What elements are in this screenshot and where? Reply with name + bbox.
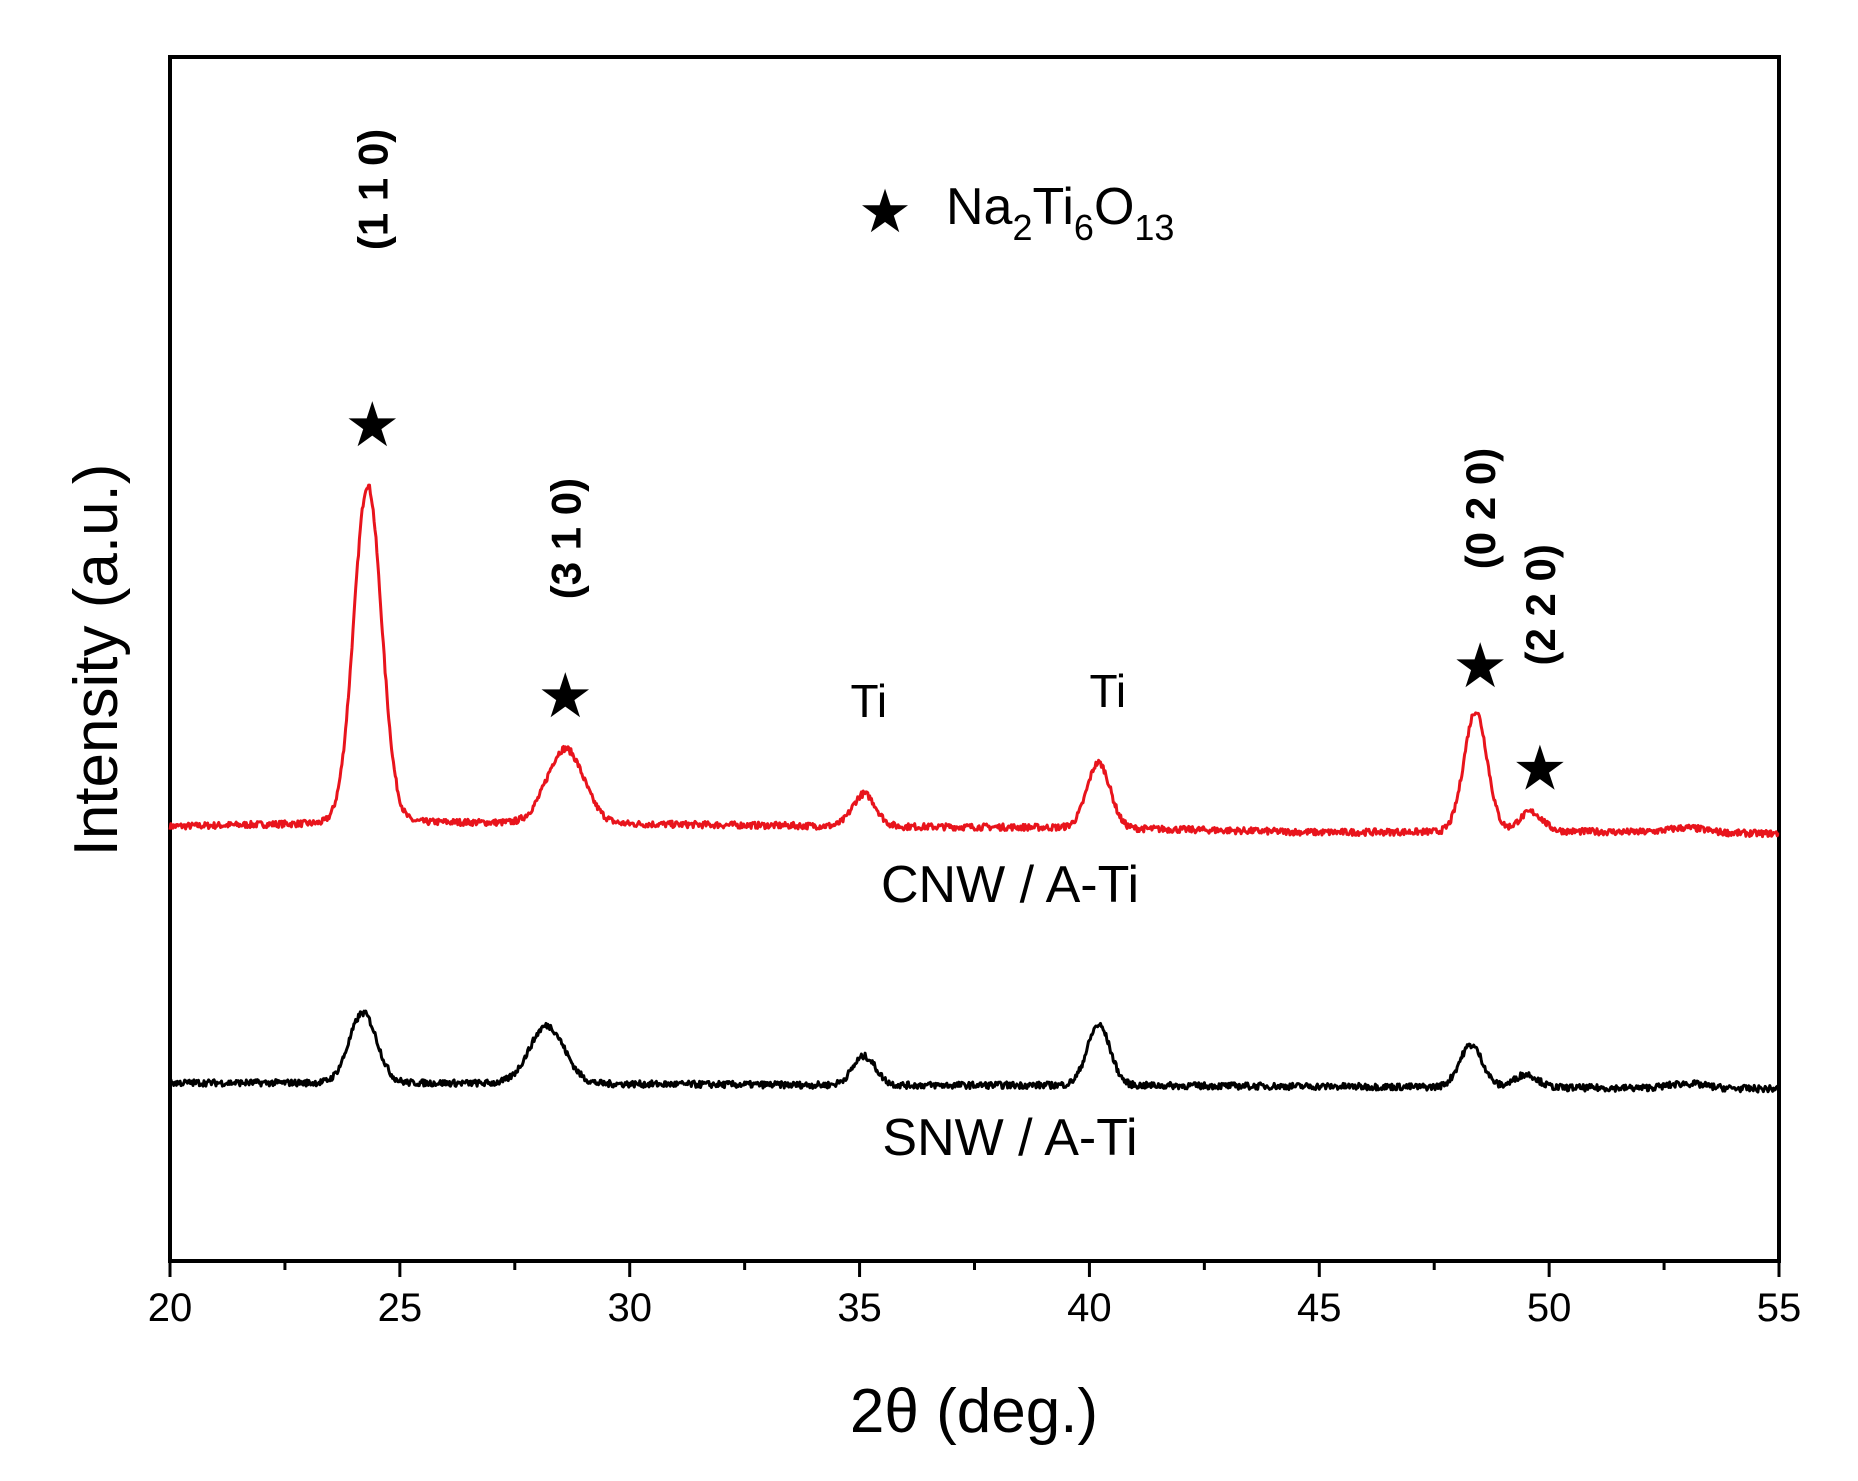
x-axis-title: 2θ (deg.) [850, 1377, 1098, 1446]
x-tick-label: 25 [378, 1286, 423, 1330]
y-axis-title: Intensity (a.u.) [62, 464, 131, 857]
formula-o: O [1094, 178, 1134, 236]
ti-peak-label: Ti [850, 675, 887, 727]
series-label-cnw: CNW / A-Ti [881, 856, 1139, 914]
series-label-snw: SNW / A-Ti [882, 1109, 1137, 1167]
peak-star-icon: ★ [344, 391, 400, 460]
x-tick-label: 50 [1527, 1286, 1572, 1330]
hkl-label: (3 1 0) [542, 478, 589, 599]
formula-na: Na [946, 178, 1013, 236]
peak-star-icon: ★ [538, 662, 594, 731]
formula-o-sub: 13 [1134, 207, 1174, 248]
formula-ti: Ti [1033, 178, 1074, 236]
x-tick-label: 55 [1757, 1286, 1802, 1330]
x-tick-label: 20 [148, 1286, 193, 1330]
formula-ti-sub: 6 [1074, 207, 1094, 248]
peak-star-icon: ★ [1452, 632, 1508, 701]
series-line-snw [168, 1009, 1781, 1094]
x-axis-ticks: 20 25 30 35 40 45 50 55 [148, 1261, 1802, 1330]
x-tick-label: 35 [837, 1286, 882, 1330]
ti-peak-label: Ti [1090, 665, 1127, 717]
legend: ★ Na2Ti6O13 [858, 178, 1174, 248]
x-tick-label: 45 [1297, 1286, 1342, 1330]
series-line-cnw [168, 483, 1780, 839]
hkl-label: (1 1 0) [349, 129, 396, 250]
hkl-label: (0 2 0) [1457, 448, 1504, 569]
x-tick-label: 40 [1067, 1286, 1112, 1330]
formula-na-sub: 2 [1012, 207, 1032, 248]
hkl-label: (2 2 0) [1517, 544, 1564, 665]
series-layer [168, 483, 1781, 1094]
annotation-layer: ★(1 1 0)★(3 1 0)Ti Ti ★(0 2 0)★(2 2 0) [344, 129, 1567, 804]
legend-star-icon: ★ [858, 178, 912, 245]
x-tick-label: 30 [607, 1286, 652, 1330]
legend-formula: Na2Ti6O13 [946, 178, 1174, 248]
peak-star-icon: ★ [1512, 734, 1568, 803]
